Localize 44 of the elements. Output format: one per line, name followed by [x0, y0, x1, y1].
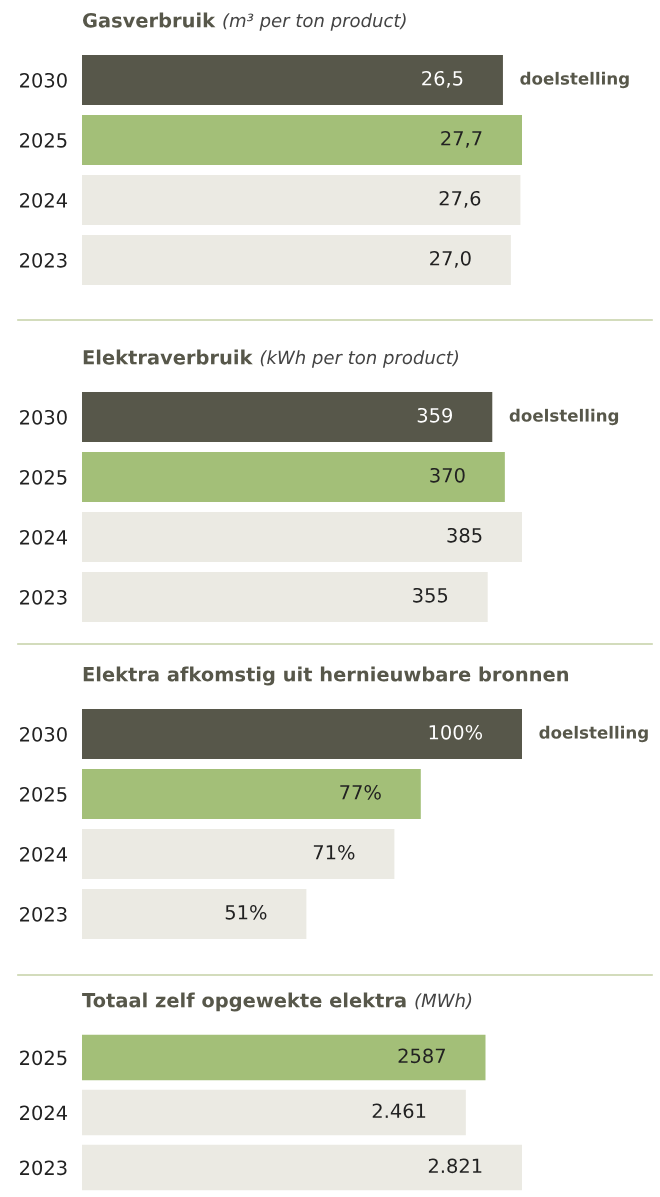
data-label: 26,5 [422, 70, 463, 88]
chart-subtitle: (m³ per ton product) [223, 13, 406, 31]
y-tick-label: 2024 [20, 846, 68, 862]
y-tick-label: 2024 [20, 529, 68, 545]
annotation: doelstelling [520, 71, 629, 89]
data-label: 77% [340, 784, 381, 800]
y-tick-label: 2030 [20, 72, 67, 88]
data-label: 71% [313, 844, 355, 860]
data-label: 27,7 [441, 130, 482, 148]
chart-title: Elektra afkomstig uit hernieuwbare bronnen [83, 666, 569, 686]
data-label: 2587 [398, 1048, 445, 1064]
bar [82, 889, 307, 939]
annotation: doelstelling [539, 725, 648, 743]
y-tick-label: 2023 [20, 252, 67, 268]
data-label: 2.461 [372, 1103, 426, 1119]
y-tick-label: 2025 [20, 132, 67, 148]
y-tick-label: 2030 [20, 409, 67, 425]
y-tick-label: 2024 [20, 192, 68, 208]
y-tick-label: 2024 [20, 1105, 68, 1121]
y-tick-label: 2025 [20, 1050, 67, 1066]
y-tick-label: 2030 [20, 726, 67, 742]
bar [82, 829, 395, 879]
data-label: 2.821 [428, 1158, 482, 1174]
y-tick-label: 2023 [20, 1160, 67, 1176]
y-tick-label: 2023 [20, 589, 67, 605]
data-label: 27,6 [439, 190, 481, 208]
bar [82, 709, 522, 759]
data-label: 51% [225, 904, 267, 920]
y-tick-label: 2025 [20, 469, 67, 485]
chart-subtitle: (kWh per ton product) [260, 350, 459, 368]
y-tick-label: 2025 [20, 786, 67, 802]
y-tick-label: 2023 [20, 906, 67, 922]
data-label: 359 [417, 407, 453, 423]
data-label: 355 [413, 587, 448, 603]
chart-title: Totaal zelf opgewekte elektra [82, 992, 406, 1012]
data-label: 27,0 [430, 250, 471, 268]
chart-title: Gasverbruik [82, 12, 216, 28]
chart-title: Elektraverbruik [83, 349, 253, 365]
bar [82, 769, 421, 819]
data-label: 385 [447, 527, 482, 543]
chart-subtitle: (MWh) [415, 993, 472, 1010]
annotation: doelstelling [509, 408, 619, 426]
data-label: 370 [430, 467, 465, 483]
data-label: 100% [429, 724, 483, 740]
